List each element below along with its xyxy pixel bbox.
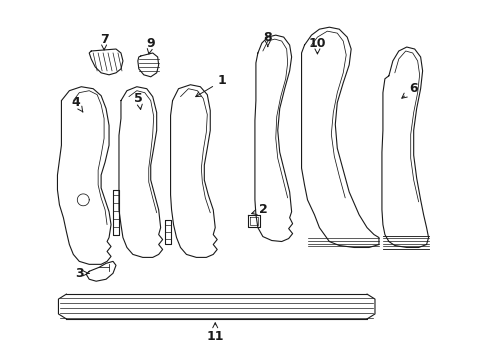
Text: 2: 2 [251, 203, 268, 216]
Text: 1: 1 [195, 74, 226, 96]
Text: 6: 6 [401, 82, 417, 98]
Text: 10: 10 [308, 37, 325, 54]
Text: 3: 3 [75, 267, 89, 280]
Text: 8: 8 [263, 31, 272, 46]
Text: 5: 5 [134, 92, 143, 109]
Text: 7: 7 [100, 33, 108, 50]
Text: 4: 4 [72, 96, 82, 112]
Text: 11: 11 [206, 323, 224, 343]
Text: 9: 9 [146, 37, 155, 54]
